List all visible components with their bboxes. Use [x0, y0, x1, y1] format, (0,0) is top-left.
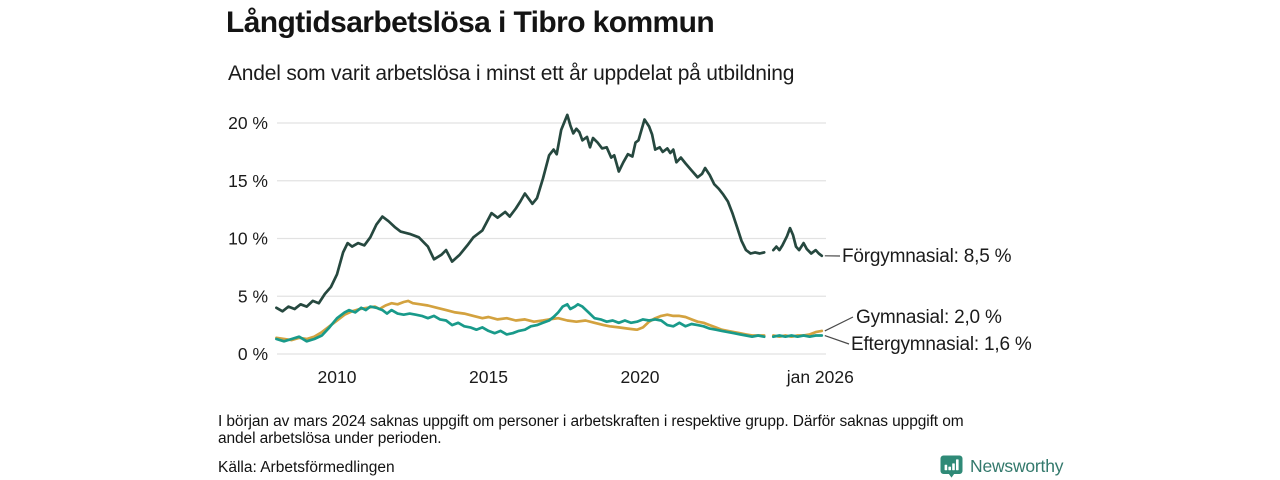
series-line-förgymnasial	[771, 226, 824, 258]
footnote: I början av mars 2024 saknas uppgift om …	[218, 413, 964, 447]
y-axis-tick-label: 20 %	[228, 113, 268, 133]
series-label-forgymnasial: Förgymnasial: 8,5 %	[842, 246, 1012, 267]
series-line-eftergymnasial	[771, 334, 824, 339]
y-axis-tick-label: 0 %	[238, 344, 268, 364]
source-text: Källa: Arbetsförmedlingen	[218, 459, 395, 476]
series-line-förgymnasial	[275, 113, 766, 313]
page-title: Långtidsarbetslösa i Tibro kommun	[226, 6, 715, 39]
footnote-line-1: I början av mars 2024 saknas uppgift om …	[218, 413, 964, 430]
label-connector	[824, 316, 854, 332]
y-axis-tick-label: 15 %	[228, 171, 268, 191]
x-axis-tick-label: 2020	[621, 367, 660, 387]
label-connector	[824, 334, 850, 345]
series-label-gymnasial: Gymnasial: 2,0 %	[856, 307, 1002, 328]
x-axis-tick-label: 2010	[318, 367, 357, 387]
brand-lockup: Newsworthy	[940, 455, 1064, 478]
footnote-line-2: andel arbetslösa under perioden.	[218, 430, 442, 447]
series-label-eftergymnasial: Eftergymnasial: 1,6 %	[851, 334, 1032, 355]
series-line-eftergymnasial	[275, 302, 766, 343]
page-subtitle: Andel som varit arbetslösa i minst ett å…	[228, 62, 795, 85]
y-axis-tick-label: 5 %	[238, 286, 268, 306]
brand-name: Newsworthy	[970, 456, 1064, 476]
newsworthy-logo-icon	[940, 455, 963, 478]
y-axis-tick-label: 10 %	[228, 229, 268, 249]
series-line-gymnasial	[275, 299, 766, 342]
x-axis-tick-label: 2015	[469, 367, 508, 387]
x-axis-tick-label: jan 2026	[786, 367, 854, 387]
